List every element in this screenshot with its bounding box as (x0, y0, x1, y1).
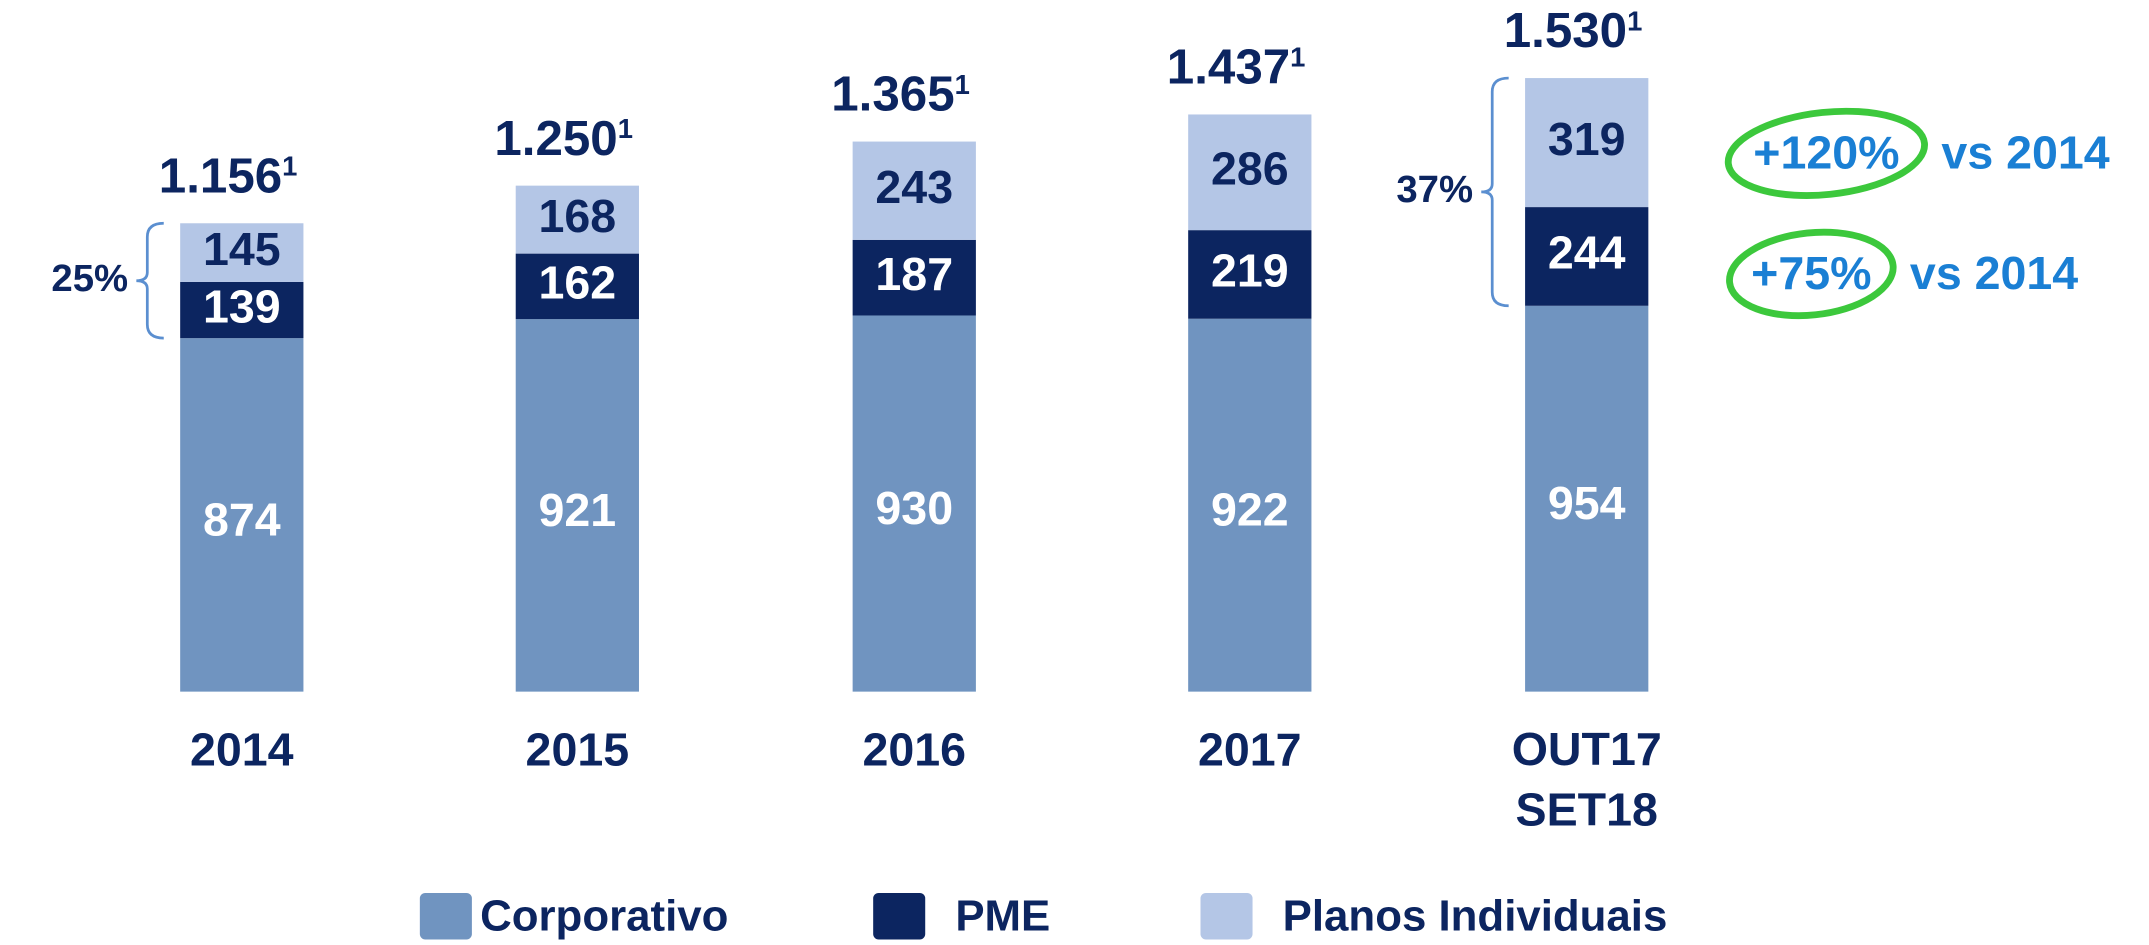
data-label: 874 (203, 493, 281, 545)
total-label: 1.3651 (831, 67, 970, 122)
highlight-ring (1726, 228, 1897, 320)
x-tick-label: 2015 (526, 724, 630, 776)
total-value: 1.365 (831, 67, 954, 122)
legend-swatch (873, 892, 926, 940)
total-label: 1.2501 (494, 111, 633, 166)
total-value: 1.530 (1504, 3, 1627, 58)
data-label: 145 (203, 223, 281, 275)
bar-segment (180, 223, 304, 282)
x-tick-label: 2016 (862, 724, 966, 776)
data-label: 162 (539, 257, 617, 309)
bar-segment (1188, 230, 1312, 319)
data-label: 286 (1211, 143, 1289, 195)
footnote-mark: 1 (282, 151, 297, 182)
data-label: 139 (203, 280, 281, 332)
legend-swatch (419, 892, 472, 940)
bar-segment (180, 281, 304, 339)
growth-value: +120% (1753, 126, 1899, 178)
x-tick-label: OUT17 SET18 (1512, 724, 1662, 836)
legend-label: Planos Individuais (1283, 892, 1668, 941)
total-label: 1.4371 (1167, 40, 1306, 95)
bar-segment (852, 239, 976, 316)
footnote-mark: 1 (618, 113, 633, 144)
bracket (1481, 76, 1509, 308)
data-label: 168 (539, 190, 617, 242)
total-label: 1.1561 (159, 148, 298, 203)
footnote-mark: 1 (1627, 6, 1642, 37)
data-label: 954 (1548, 477, 1626, 529)
bar-segment (852, 315, 976, 692)
bracket (136, 221, 164, 340)
footnote-mark: 1 (1290, 42, 1305, 73)
growth-text: vs 2014 (1910, 247, 2078, 299)
bar-segment (515, 319, 639, 692)
legend-label: PME (955, 892, 1050, 941)
data-label: 243 (875, 161, 953, 213)
legend-label: Corporativo (480, 892, 728, 941)
bracket-label: 25% (51, 257, 128, 300)
total-label: 1.5301 (1504, 3, 1643, 58)
data-label: 930 (875, 482, 953, 534)
bar-segment (515, 253, 639, 320)
highlight-ring (1724, 107, 1928, 199)
data-label: 922 (1211, 484, 1289, 536)
footnote-mark: 1 (955, 69, 970, 100)
growth-text: vs 2014 (1941, 126, 2109, 178)
data-label: 244 (1548, 227, 1626, 279)
bar-segment (1188, 114, 1312, 231)
growth-value: +75% (1751, 247, 1871, 299)
data-label: 921 (539, 484, 617, 536)
bar-segment (1525, 207, 1649, 306)
x-tick-label: 2014 (190, 724, 294, 776)
data-label: 187 (875, 248, 953, 300)
x-tick-label: 2017 (1198, 724, 1302, 776)
bar-segment (1188, 318, 1312, 692)
data-label: 219 (1211, 245, 1289, 297)
data-label: 319 (1548, 113, 1626, 165)
bar-segment (1525, 78, 1649, 208)
total-value: 1.437 (1167, 40, 1290, 95)
bar-segment (852, 141, 976, 240)
total-value: 1.156 (159, 148, 282, 203)
bracket-label: 37% (1396, 168, 1473, 211)
bar-segment (1525, 305, 1649, 692)
total-value: 1.250 (494, 111, 617, 166)
bar-segment (515, 185, 639, 254)
bar-segment (180, 338, 304, 692)
legend-swatch (1200, 892, 1253, 940)
